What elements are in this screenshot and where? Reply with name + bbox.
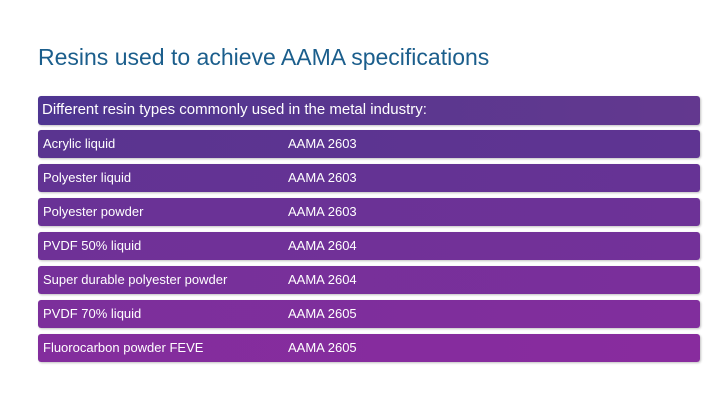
page-title: Resins used to achieve AAMA specificatio… bbox=[38, 44, 490, 70]
aama-spec: AAMA 2603 bbox=[288, 136, 357, 151]
resin-type: Polyester liquid bbox=[43, 170, 132, 185]
resin-type: Super durable polyester powder bbox=[43, 272, 228, 287]
aama-spec: AAMA 2604 bbox=[288, 272, 357, 287]
resin-type: PVDF 50% liquid bbox=[43, 238, 142, 253]
resin-type: Acrylic liquid bbox=[43, 136, 116, 151]
table-row: Super durable polyester powder AAMA 2604 bbox=[38, 266, 700, 294]
resin-type: Polyester powder bbox=[43, 204, 144, 219]
resin-type: PVDF 70% liquid bbox=[43, 306, 142, 321]
resin-table: Acrylic liquid AAMA 2603 Polyester liqui… bbox=[38, 130, 700, 368]
aama-spec: AAMA 2605 bbox=[288, 340, 357, 355]
table-row: PVDF 70% liquid AAMA 2605 bbox=[38, 300, 700, 328]
table-row: Polyester powder AAMA 2603 bbox=[38, 198, 700, 226]
aama-spec: AAMA 2603 bbox=[288, 170, 357, 185]
resin-type: Fluorocarbon powder FEVE bbox=[43, 340, 204, 355]
table-row: Acrylic liquid AAMA 2603 bbox=[38, 130, 700, 158]
aama-spec: AAMA 2605 bbox=[288, 306, 357, 321]
aama-spec: AAMA 2603 bbox=[288, 204, 357, 219]
table-row: Polyester liquid AAMA 2603 bbox=[38, 164, 700, 192]
table-row: PVDF 50% liquid AAMA 2604 bbox=[38, 232, 700, 260]
table-header: Different resin types commonly used in t… bbox=[38, 96, 700, 125]
aama-spec: AAMA 2604 bbox=[288, 238, 357, 253]
table-row: Fluorocarbon powder FEVE AAMA 2605 bbox=[38, 334, 700, 362]
